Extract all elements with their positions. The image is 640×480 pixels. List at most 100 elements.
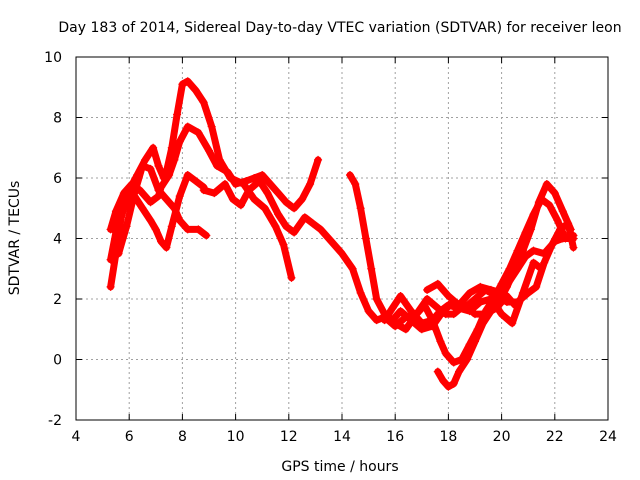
data-point: [260, 204, 269, 213]
chart-title: Day 183 of 2014, Sidereal Day-to-day VTE…: [58, 20, 621, 36]
data-point: [478, 319, 487, 328]
data-point: [154, 161, 163, 170]
data-point: [308, 219, 317, 228]
data-point: [502, 298, 511, 307]
data-point: [537, 264, 546, 273]
data-point: [351, 180, 360, 189]
data-point: [106, 255, 115, 264]
data-point: [183, 122, 192, 131]
grid-layer: [76, 57, 608, 420]
data-point: [226, 174, 235, 182]
data-point: [282, 198, 291, 207]
data-point: [463, 355, 472, 364]
data-point: [210, 189, 219, 198]
data-point: [436, 307, 445, 316]
data-point: [287, 273, 296, 282]
series-trace: [423, 235, 577, 309]
data-point: [521, 252, 530, 261]
data-point: [348, 264, 357, 273]
data-point: [274, 210, 283, 219]
data-point: [106, 282, 115, 291]
data-point: [159, 174, 168, 182]
data-point: [154, 186, 163, 195]
data-point: [401, 325, 410, 334]
data-point: [111, 228, 120, 237]
x-tick-label: 16: [386, 429, 404, 445]
y-tick-label: 8: [53, 111, 62, 127]
data-point: [356, 288, 365, 297]
data-point: [550, 189, 559, 198]
data-point: [513, 264, 522, 273]
data-point: [545, 201, 554, 210]
data-point: [436, 337, 445, 346]
data-point: [194, 225, 203, 234]
data-point: [282, 222, 291, 231]
data-point: [167, 143, 176, 152]
data-point: [558, 234, 567, 243]
data-point: [380, 316, 389, 325]
data-point: [569, 243, 578, 252]
data-point: [263, 189, 272, 198]
data-point: [540, 258, 549, 267]
data-point: [175, 192, 184, 201]
data-point: [314, 155, 323, 164]
data-point: [274, 189, 283, 198]
data-point: [455, 304, 464, 313]
data-point: [191, 177, 200, 186]
data-point: [202, 231, 211, 240]
y-axis-label: SDTVAR / TECUs: [7, 181, 23, 296]
data-point: [391, 319, 400, 328]
data-point: [476, 298, 485, 307]
data-point: [290, 204, 299, 213]
data-point: [428, 316, 437, 325]
data-point: [122, 222, 131, 231]
data-point: [465, 288, 474, 297]
data-point: [244, 186, 253, 195]
data-point: [290, 228, 299, 237]
data-point: [183, 77, 192, 86]
data-point: [433, 279, 442, 288]
data-point: [518, 246, 527, 255]
data-point: [250, 174, 259, 182]
data-point: [367, 264, 376, 273]
data-point: [441, 349, 450, 358]
data-point: [433, 367, 442, 376]
data-point: [534, 198, 543, 207]
data-point: [558, 207, 567, 216]
data-point: [338, 249, 346, 258]
x-axis-label: GPS time / hours: [281, 459, 398, 475]
data-point: [497, 310, 506, 319]
data-point: [372, 295, 381, 303]
data-point: [167, 222, 176, 231]
data-point: [532, 282, 541, 291]
data-point: [471, 295, 479, 303]
x-tick-label: 18: [439, 429, 457, 445]
data-point: [170, 204, 179, 213]
data-point: [449, 358, 458, 367]
data-point: [173, 110, 182, 119]
data-point: [250, 195, 259, 204]
data-point: [497, 288, 506, 297]
data-point: [566, 225, 575, 234]
x-tick-label: 12: [280, 429, 298, 445]
data-point: [207, 122, 216, 131]
data-point: [388, 304, 397, 313]
data-point: [356, 204, 365, 213]
data-point: [444, 301, 453, 310]
data-point: [279, 240, 288, 249]
data-point: [266, 180, 275, 189]
data-point: [486, 285, 495, 294]
data-point: [471, 310, 479, 319]
data-point: [146, 216, 155, 225]
data-point: [364, 307, 373, 316]
data-point: [444, 291, 453, 300]
data-point: [149, 143, 158, 152]
data-point: [194, 128, 203, 137]
data-point: [119, 204, 128, 213]
data-point: [465, 307, 474, 316]
data-point: [417, 319, 426, 328]
data-point: [162, 243, 171, 252]
